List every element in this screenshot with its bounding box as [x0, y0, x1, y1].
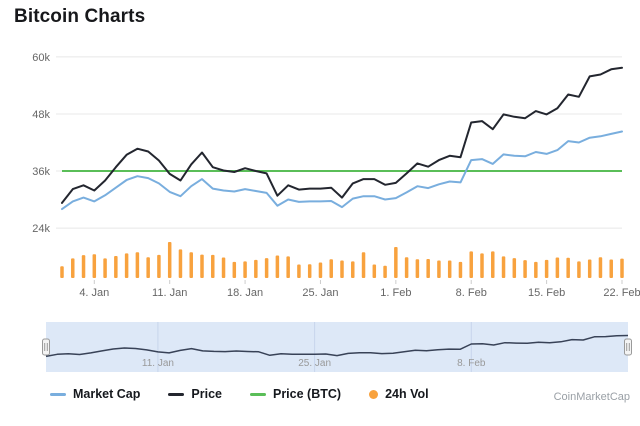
navigator-left-handle[interactable] — [42, 338, 50, 356]
navigator-right-handle[interactable] — [624, 338, 632, 356]
legend-item-24h-vol[interactable]: 24h Vol — [369, 387, 429, 401]
legend-label-price-btc: Price (BTC) — [272, 387, 342, 401]
x-tick-label: 18. Jan — [227, 287, 263, 299]
x-tick-label: 25. Jan — [302, 287, 338, 299]
legend-label-market-cap: Market Cap — [73, 387, 141, 401]
y-tick-label: 24k — [32, 223, 50, 235]
price-line — [61, 66, 623, 204]
legend-item-market-cap[interactable]: Market Cap — [50, 387, 140, 401]
x-tick-label: 8. Feb — [456, 287, 487, 299]
market-cap-line — [61, 130, 623, 211]
navigator-tick-label: 25. Jan — [298, 358, 331, 369]
navigator-track[interactable] — [46, 322, 628, 372]
navigator-tick-label: 8. Feb — [457, 358, 486, 369]
navigator-tick-label: 11. Jan — [142, 358, 174, 369]
x-tick-label: 11. Jan — [152, 287, 187, 299]
y-tick-label: 36k — [32, 166, 50, 178]
volume-dot-swatch-icon — [369, 389, 379, 399]
x-tick-label: 22. Feb — [603, 287, 640, 299]
market-cap-line-swatch-icon — [50, 392, 66, 396]
legend-item-price-btc[interactable]: Price (BTC) — [249, 387, 342, 401]
y-tick-label: 60k — [32, 52, 50, 64]
navigator-series-line — [45, 334, 629, 358]
x-tick-label: 15. Feb — [528, 287, 565, 299]
legend-label-price: Price — [191, 387, 222, 401]
watermark: CoinMarketCap — [553, 391, 630, 403]
legend-label-24h-vol: 24h Vol — [385, 387, 429, 401]
y-axis-labels: 24k 36k 48k 60k — [32, 52, 50, 235]
x-tick-label: 1. Feb — [380, 287, 411, 299]
y-tick-label: 48k — [32, 109, 50, 121]
price-line-swatch-icon — [168, 392, 185, 396]
page-title: Bitcoin Charts — [14, 6, 146, 27]
volume-bars — [60, 242, 624, 278]
x-tick-label: 4. Jan — [79, 287, 109, 299]
price-btc-line-swatch-icon — [249, 392, 266, 396]
x-axis-labels: 4. Jan 11. Jan 18. Jan 25. Jan 1. Feb 8. Feb 1… — [79, 280, 640, 299]
legend-item-price[interactable]: Price — [168, 387, 222, 401]
chart-legend: Market Cap Price Price (BTC) 24h Vol — [50, 387, 429, 401]
navigator: 11. Jan 25. Jan 8. Feb — [42, 322, 632, 372]
chart-plot-area[interactable] — [62, 35, 622, 278]
